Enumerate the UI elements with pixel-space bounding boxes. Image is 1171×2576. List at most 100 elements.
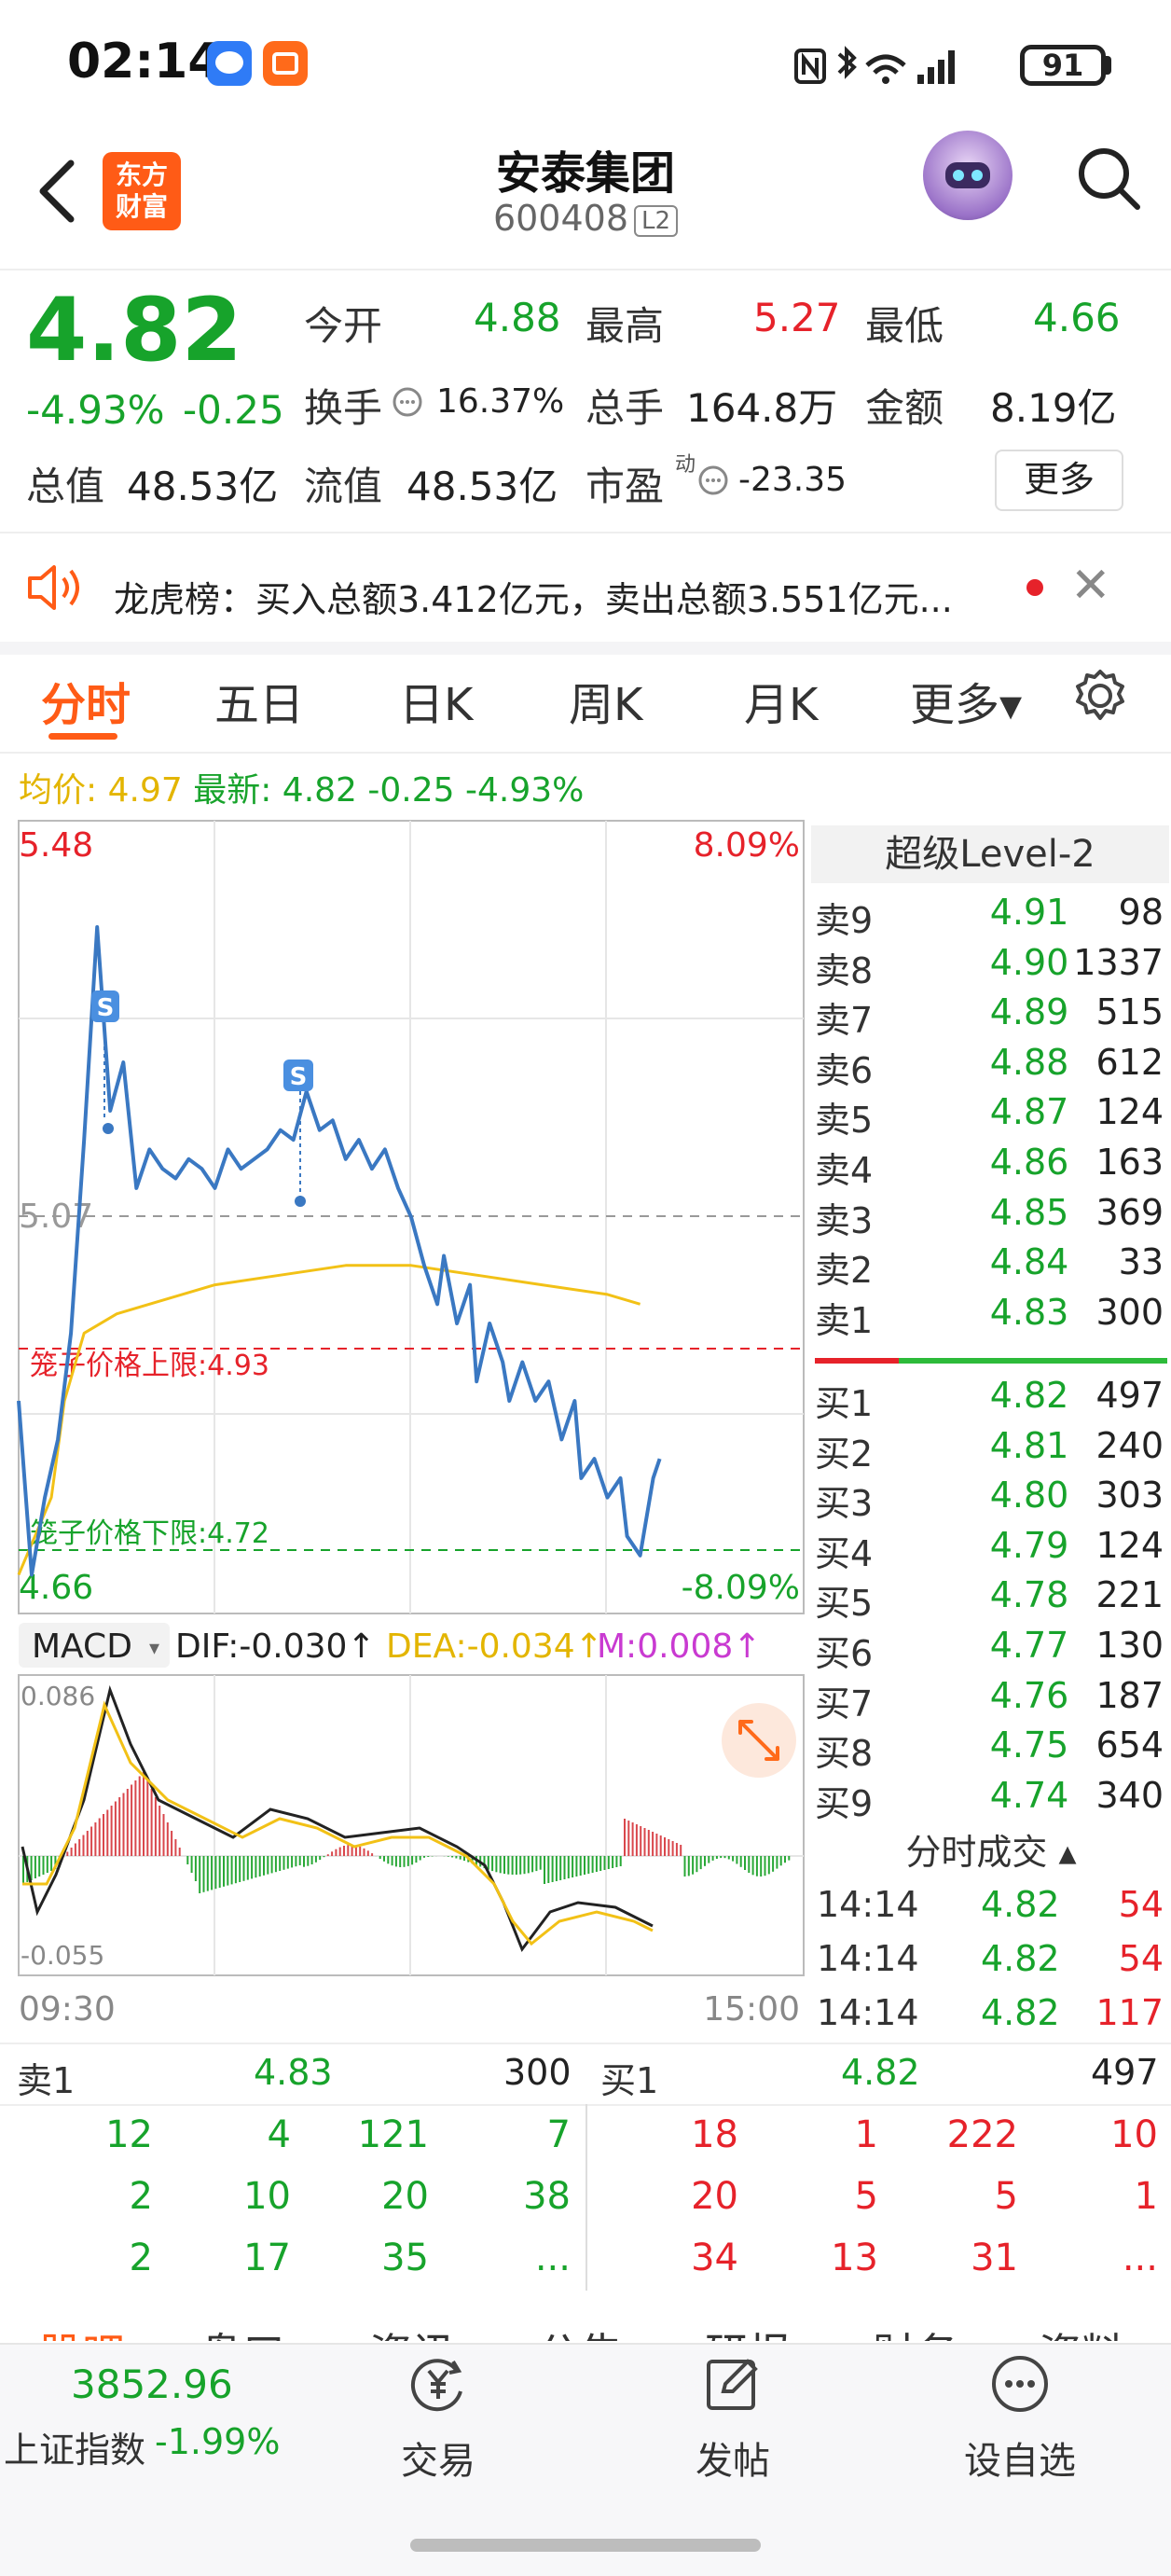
- tab-weekly-k[interactable]: 周K: [569, 668, 642, 733]
- order-book-cell: 买2: [815, 1425, 873, 1476]
- order-book-cell: 4.82: [964, 1375, 1095, 1416]
- macd-bar-negative: [572, 1856, 573, 1877]
- turnover-value: 16.37%: [436, 382, 564, 421]
- macd-bar-positive: [364, 1849, 365, 1856]
- macd-dea: DEA:-0.034↑: [386, 1627, 603, 1666]
- macd-bar-positive: [151, 1789, 153, 1856]
- macd-bar-positive: [680, 1845, 682, 1856]
- macd-bar-negative: [203, 1856, 205, 1892]
- order-book-cell: 4.85: [964, 1192, 1095, 1233]
- low-label: 最低: [865, 295, 944, 352]
- avg-label: 均价:: [19, 771, 97, 810]
- macd-bar-negative: [379, 1856, 381, 1859]
- tab-more[interactable]: 更多▾: [910, 668, 1022, 733]
- macd-bar-negative: [552, 1856, 554, 1882]
- macd-bar-negative: [765, 1856, 766, 1876]
- index-value[interactable]: 3852.96: [71, 2361, 233, 2407]
- info-icon[interactable]: [697, 464, 729, 496]
- macd-bar-positive: [339, 1848, 341, 1856]
- nav-trade[interactable]: 交易: [345, 2354, 531, 2485]
- intraday-chart[interactable]: 5.48 8.09% 5.07 笼子价格上限:4.93 笼子价格下限:4.72 …: [0, 811, 807, 2043]
- info-icon[interactable]: [392, 386, 423, 418]
- macd-bar-positive: [660, 1835, 662, 1856]
- close-icon[interactable]: ✕: [1070, 558, 1111, 614]
- tab-monthly-k[interactable]: 月K: [744, 668, 818, 733]
- order-book-cell: 4.89: [964, 991, 1095, 1032]
- tab-daily-k[interactable]: 日K: [399, 668, 473, 733]
- macd-bar-negative: [564, 1856, 566, 1879]
- subtab-profile[interactable]: 资料: [1039, 2320, 1124, 2341]
- macd-bar-negative: [575, 1856, 577, 1877]
- status-icons: [794, 45, 971, 88]
- macd-bar-positive: [99, 1819, 101, 1857]
- nav-add-watchlist[interactable]: 设自选: [927, 2354, 1113, 2485]
- order-book-cell: 4.75: [964, 1724, 1095, 1766]
- subtab-guba[interactable]: 股吧: [39, 2320, 125, 2341]
- macd-bar-positive: [668, 1839, 669, 1856]
- summary-sell-vol: 300: [503, 2052, 572, 2093]
- macd-bar-negative: [732, 1856, 734, 1862]
- search-icon[interactable]: [1072, 142, 1147, 216]
- order-book-cell: 33: [1119, 1241, 1164, 1282]
- robot-assistant-avatar[interactable]: [923, 131, 1013, 220]
- settings-gear-icon[interactable]: [1072, 668, 1128, 724]
- subtab-pankou[interactable]: 盘口: [200, 2320, 285, 2341]
- tick-cell: 14:14: [817, 1992, 919, 2033]
- nav-post[interactable]: 发帖: [640, 2354, 826, 2485]
- order-book-cell: 340: [1095, 1775, 1164, 1816]
- subtab-news[interactable]: 资讯: [369, 2320, 455, 2341]
- home-indicator[interactable]: [410, 2539, 761, 2552]
- macd-bar-negative: [387, 1856, 389, 1863]
- subtab-announce[interactable]: 公告: [537, 2320, 623, 2341]
- low-value: 4.66: [1033, 295, 1121, 340]
- macd-bar-negative: [214, 1856, 216, 1889]
- macd-bar-positive: [143, 1772, 145, 1856]
- macd-bar-negative: [315, 1856, 317, 1863]
- order-book-cell: 187: [1095, 1675, 1164, 1716]
- buy-queue-cell: 5: [906, 2175, 1018, 2218]
- index-pct[interactable]: -1.99%: [155, 2421, 280, 2462]
- news-text[interactable]: 龙虎榜：买入总额3.412亿元，卖出总额3.551亿元...: [114, 571, 953, 622]
- buy-queue-cell: ...: [1046, 2237, 1158, 2279]
- index-label[interactable]: 上证指数: [4, 2421, 145, 2472]
- order-book-cell: 4.76: [964, 1675, 1095, 1716]
- macd-bar-positive: [359, 1847, 361, 1856]
- macd-bar-negative: [303, 1856, 305, 1867]
- tab-five-day[interactable]: 五日: [214, 668, 304, 733]
- sub-tabs[interactable]: 股吧 盘口 资讯 公告 研报 财务 资料: [0, 2304, 1171, 2341]
- macd-bar-negative: [279, 1856, 281, 1871]
- latest-label: 最新:: [193, 771, 271, 810]
- macd-bar-negative: [460, 1856, 462, 1860]
- level2-title[interactable]: 超级Level-2: [811, 825, 1169, 883]
- ticks-title[interactable]: 分时成交 ▴: [815, 1823, 1167, 1875]
- subtab-finance[interactable]: 财务: [873, 2320, 958, 2341]
- macd-bar-negative: [291, 1856, 293, 1867]
- macd-bar-negative: [223, 1856, 225, 1887]
- subtab-research[interactable]: 研报: [705, 2320, 791, 2341]
- more-button[interactable]: 更多: [995, 450, 1123, 511]
- pct-min-label: -8.09%: [682, 1569, 800, 1607]
- buy-queue-cell: 13: [766, 2237, 878, 2279]
- ask-bid-separator: [815, 1358, 899, 1364]
- order-book-cell: 369: [1095, 1192, 1164, 1233]
- tab-intraday[interactable]: 分时: [41, 668, 131, 733]
- macd-bar-negative: [22, 1856, 24, 1884]
